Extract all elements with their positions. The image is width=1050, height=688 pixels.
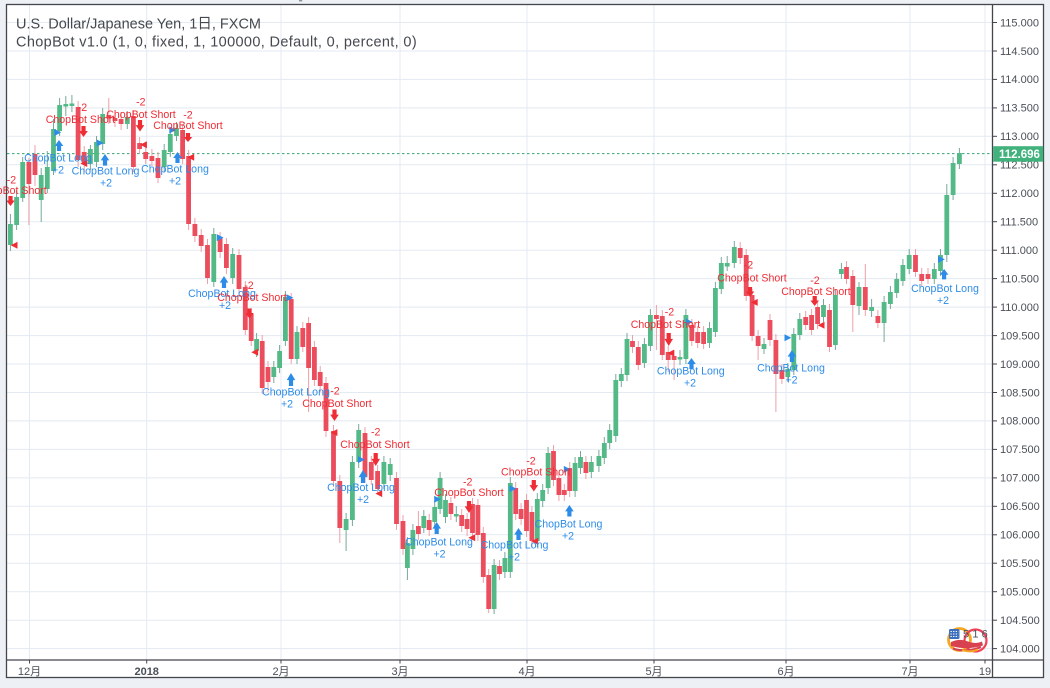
- svg-text:3月: 3月: [391, 666, 408, 678]
- svg-text:5月: 5月: [645, 666, 662, 678]
- svg-text:ChopBot Long: ChopBot Long: [911, 283, 979, 295]
- svg-text:ChopBot Long: ChopBot Long: [535, 519, 603, 531]
- svg-text:ChopBot Long: ChopBot Long: [262, 387, 330, 399]
- svg-text:105.000: 105.000: [1000, 587, 1040, 599]
- svg-text:-2: -2: [136, 97, 146, 109]
- svg-text:ChopBot Long: ChopBot Long: [72, 166, 140, 178]
- svg-text:ChopBot Long: ChopBot Long: [481, 540, 549, 552]
- svg-text:106.000: 106.000: [1000, 530, 1040, 542]
- svg-text:+2: +2: [281, 399, 293, 411]
- svg-text:104.000: 104.000: [1000, 643, 1040, 655]
- svg-text:ChopBot Short: ChopBot Short: [302, 398, 372, 410]
- svg-text:109.000: 109.000: [1000, 359, 1040, 371]
- svg-text:7月: 7月: [901, 666, 918, 678]
- svg-text:ChopBot Short: ChopBot Short: [106, 109, 176, 121]
- svg-text:112.696: 112.696: [999, 149, 1040, 161]
- svg-text:ChopBot Short: ChopBot Short: [46, 114, 116, 126]
- svg-text:113.000: 113.000: [1000, 131, 1039, 143]
- svg-text:115.000: 115.000: [1000, 17, 1039, 29]
- svg-text:4月: 4月: [518, 666, 535, 678]
- svg-text:-2: -2: [183, 110, 193, 122]
- svg-text:+2: +2: [937, 295, 949, 307]
- svg-text:108.500: 108.500: [1000, 387, 1040, 399]
- svg-text:106.500: 106.500: [1000, 501, 1040, 513]
- svg-text:108.000: 108.000: [1000, 416, 1040, 428]
- svg-text:ChopBot Short: ChopBot Short: [0, 185, 47, 197]
- svg-text:113.500: 113.500: [1000, 103, 1039, 115]
- svg-text:105.500: 105.500: [1000, 558, 1040, 570]
- svg-text:110.500: 110.500: [1000, 273, 1039, 285]
- svg-text:+2: +2: [52, 165, 64, 177]
- svg-text:ChopBot Short: ChopBot Short: [217, 292, 287, 304]
- svg-text:+2: +2: [169, 176, 181, 188]
- svg-text:+2: +2: [785, 375, 797, 387]
- svg-text:-2: -2: [810, 275, 820, 287]
- svg-text:-2: -2: [526, 455, 536, 467]
- svg-text:+2: +2: [433, 549, 445, 561]
- svg-text:ChopBot Long: ChopBot Long: [24, 153, 92, 165]
- svg-text:ChopBot Short: ChopBot Short: [340, 439, 410, 451]
- svg-text:ChopBot Long: ChopBot Long: [327, 482, 395, 494]
- svg-text:ChopBot Short: ChopBot Short: [434, 487, 504, 499]
- svg-text:ChopBot Short: ChopBot Short: [153, 120, 223, 132]
- svg-text:-2: -2: [330, 386, 340, 398]
- svg-text:+2: +2: [100, 178, 112, 190]
- svg-text:ChopBot Long: ChopBot Long: [405, 537, 473, 549]
- svg-text:+2: +2: [508, 552, 520, 564]
- svg-text:ChopBot Short: ChopBot Short: [717, 273, 787, 285]
- svg-text:114.500: 114.500: [1000, 46, 1039, 58]
- svg-text:ChopBot Long: ChopBot Long: [657, 366, 725, 378]
- svg-text:107.000: 107.000: [1000, 473, 1040, 485]
- svg-text:-2: -2: [665, 307, 675, 319]
- svg-text:110.000: 110.000: [1000, 302, 1039, 314]
- svg-text:12月: 12月: [18, 666, 41, 678]
- svg-text:+2: +2: [219, 300, 231, 312]
- svg-text:-2: -2: [463, 476, 473, 488]
- svg-text:-2: -2: [78, 102, 88, 114]
- svg-text:U.S. Dollar/Japanese Yen, 1日,: U.S. Dollar/Japanese Yen, 1日, FXCM: [16, 17, 261, 33]
- svg-text:-2: -2: [371, 427, 381, 439]
- svg-text:109.500: 109.500: [1000, 330, 1040, 342]
- svg-text:516: 516: [963, 629, 991, 641]
- svg-text:2018: 2018: [134, 666, 158, 678]
- svg-text:114.000: 114.000: [1000, 74, 1039, 86]
- svg-text:ChopBot v1.0 (1, 0, fixed, 1,: ChopBot v1.0 (1, 0, fixed, 1, 100000, De…: [16, 35, 417, 51]
- svg-text:112.000: 112.000: [1000, 188, 1039, 200]
- svg-text:+2: +2: [357, 494, 369, 506]
- svg-text:ChopBot Long: ChopBot Long: [757, 363, 825, 375]
- svg-text:ChopBot Long: ChopBot Long: [141, 164, 209, 176]
- svg-text:-2: -2: [244, 280, 254, 292]
- svg-text:-2: -2: [7, 175, 17, 187]
- svg-text:2月: 2月: [272, 666, 289, 678]
- svg-text:ChopBot Short: ChopBot Short: [501, 466, 571, 478]
- svg-text:19: 19: [979, 666, 991, 678]
- svg-text:112.500: 112.500: [1000, 160, 1039, 172]
- svg-text:111.000: 111.000: [1000, 245, 1038, 257]
- svg-text:-2: -2: [744, 260, 754, 272]
- svg-text:107.500: 107.500: [1000, 444, 1040, 456]
- svg-text:ChopBot Short: ChopBot Short: [631, 319, 701, 331]
- svg-text:ChopBot Long: ChopBot Long: [188, 288, 256, 300]
- svg-text:111.500: 111.500: [1000, 217, 1038, 229]
- svg-text:104.500: 104.500: [1000, 615, 1040, 627]
- svg-text:+2: +2: [684, 378, 696, 390]
- svg-text:+2: +2: [562, 531, 574, 543]
- svg-text:6月: 6月: [777, 666, 794, 678]
- svg-text:ChopBot Short: ChopBot Short: [781, 286, 851, 298]
